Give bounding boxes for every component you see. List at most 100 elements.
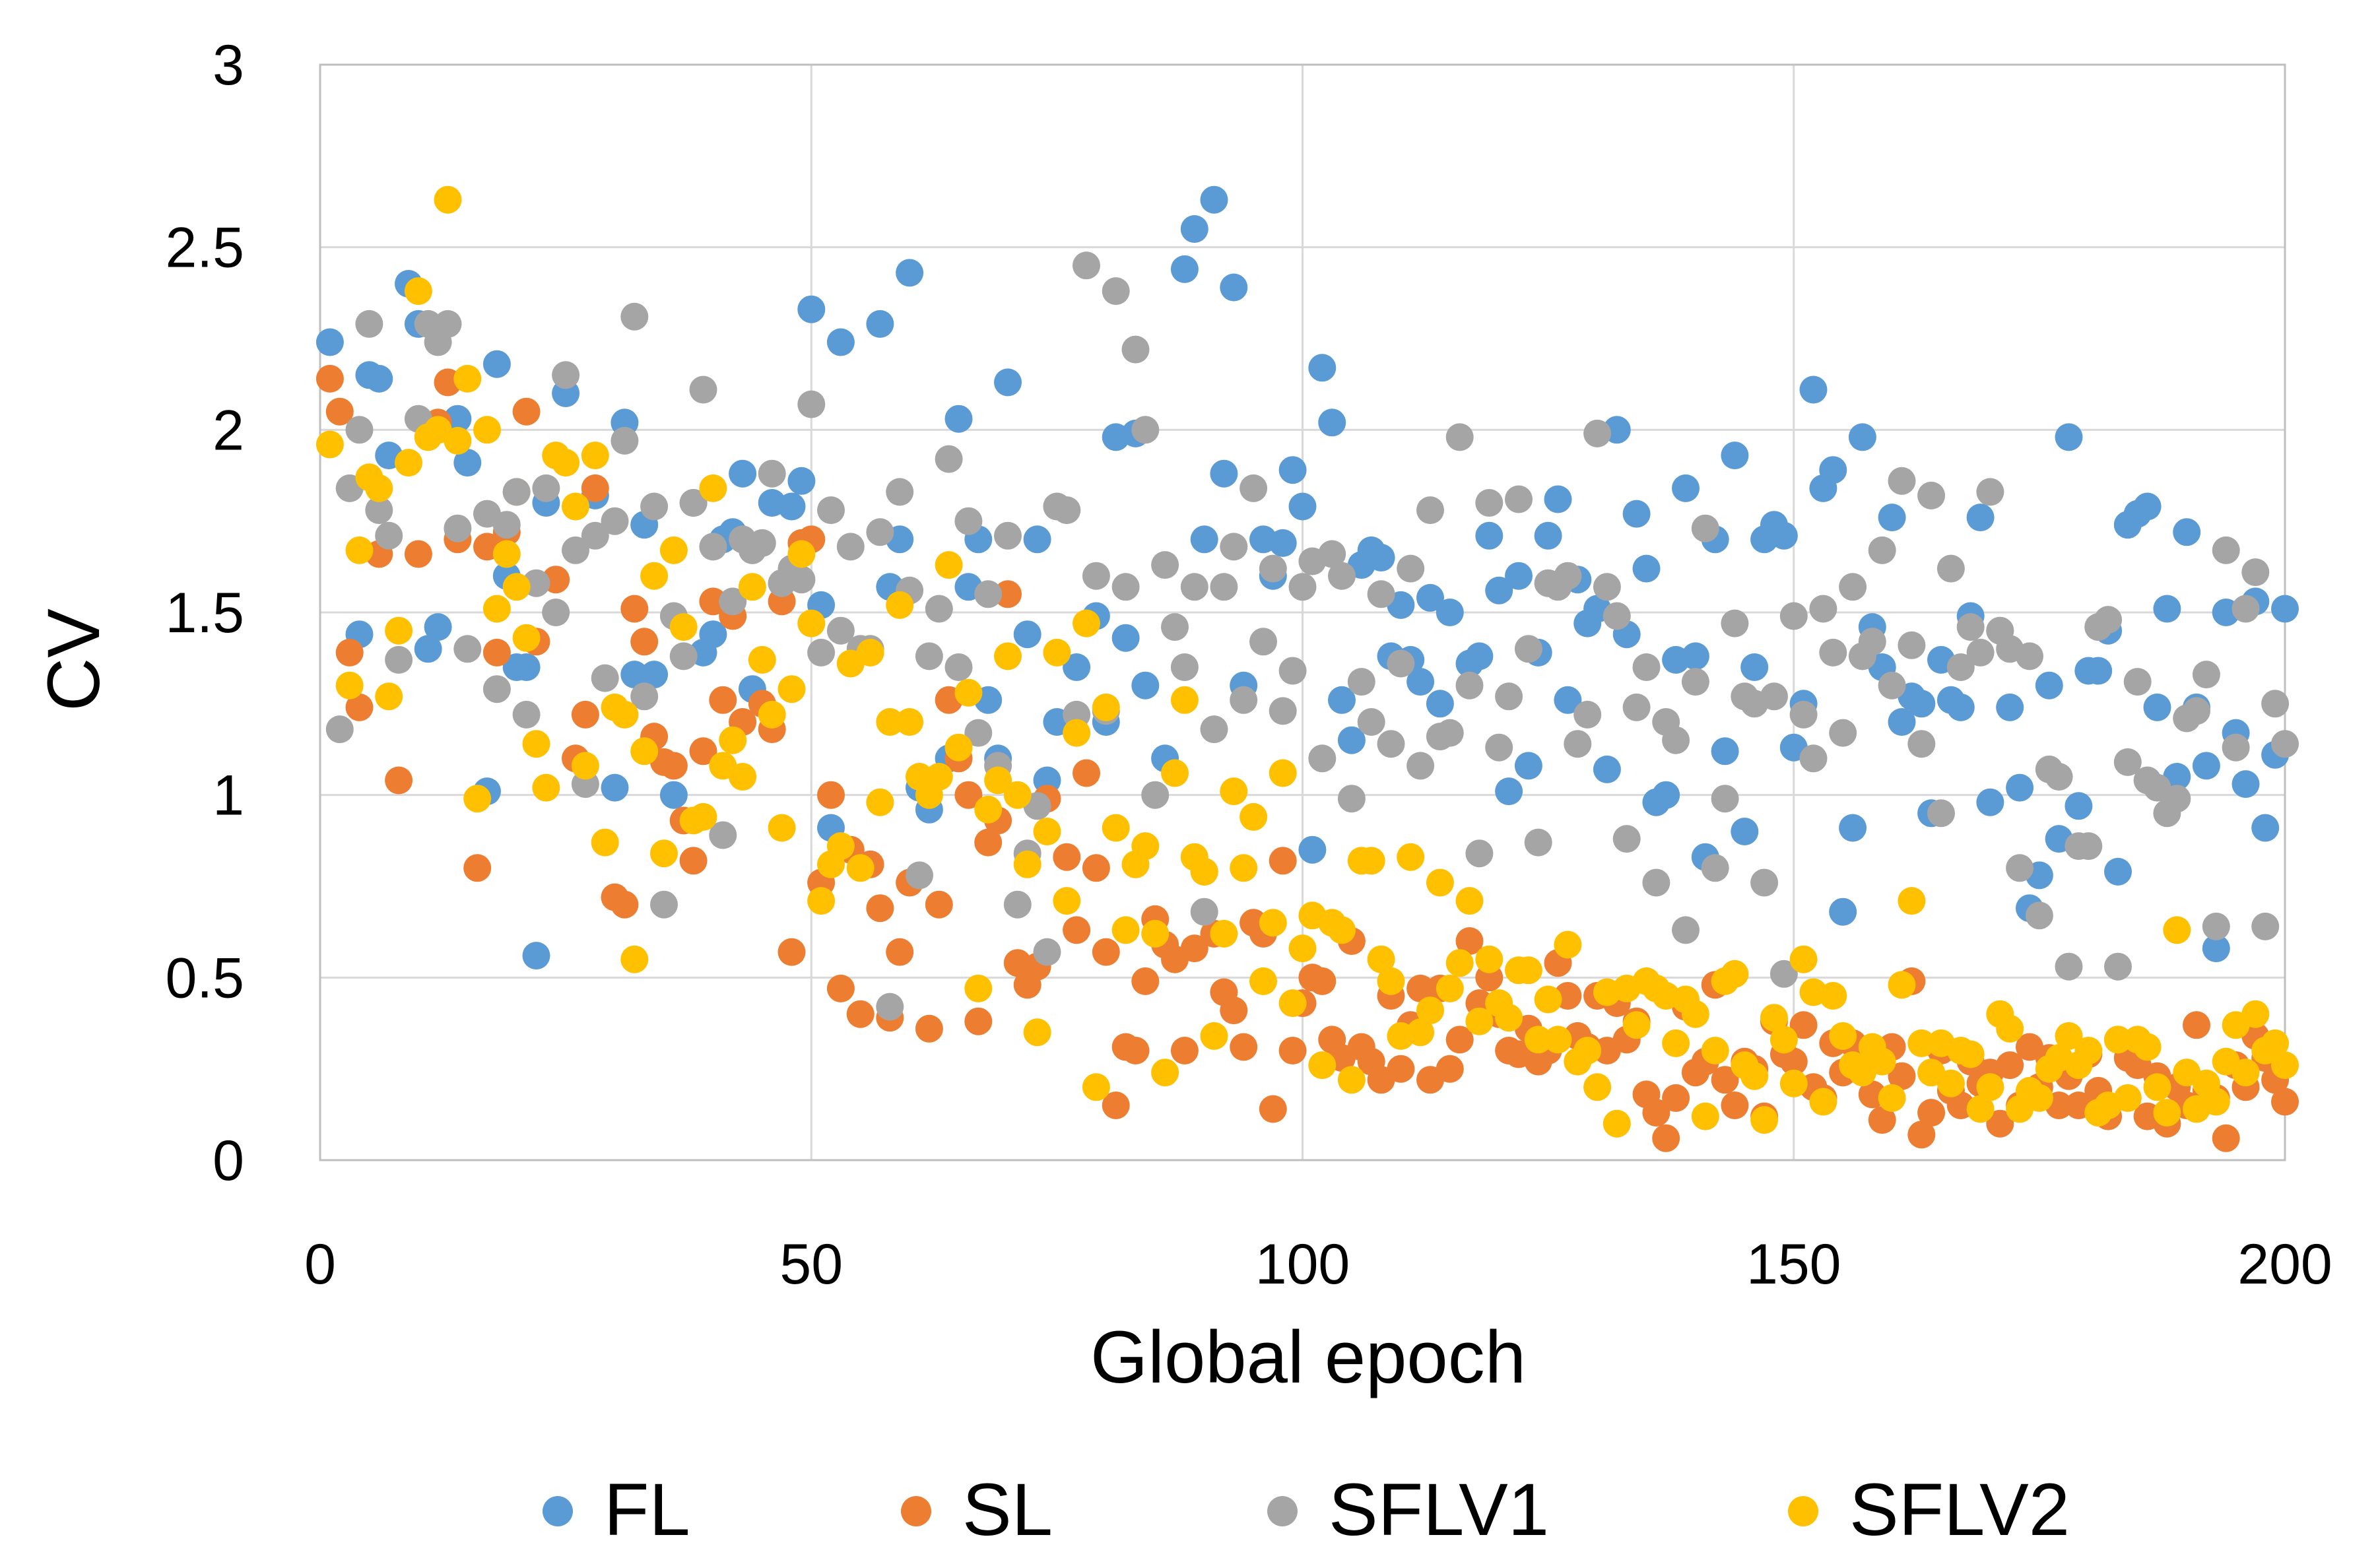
data-point-fl [1769, 521, 1798, 550]
data-point-sflv2 [1111, 916, 1140, 944]
data-point-fl [1819, 456, 1847, 484]
data-point-sflv1 [2241, 558, 2270, 587]
data-point-sflv1 [1907, 730, 1936, 758]
data-point-sflv1 [1809, 595, 1837, 623]
data-point-sflv1 [1779, 602, 1808, 630]
data-point-sflv2 [886, 591, 914, 619]
data-point-sflv1 [2183, 697, 2210, 725]
y-tick-label: 0 [213, 1129, 244, 1192]
data-point-sflv2 [1691, 1102, 1719, 1130]
data-point-fl [1328, 686, 1356, 714]
data-point-sflv1 [1691, 514, 1719, 542]
data-point-fl [797, 295, 826, 323]
data-point-fl [1878, 504, 1906, 532]
data-point-sflv1 [974, 580, 1003, 608]
data-point-sflv1 [1416, 496, 1444, 525]
data-point-fl [2251, 814, 2280, 842]
data-point-fl [1170, 255, 1199, 283]
data-point-sflv1 [355, 310, 383, 338]
data-point-sflv2 [444, 426, 472, 455]
data-point-sflv2 [777, 675, 806, 703]
data-point-sflv2 [1829, 1022, 1857, 1050]
data-point-sl [1642, 1099, 1670, 1127]
data-point-sflv1 [1249, 628, 1277, 656]
data-point-sflv1 [1131, 416, 1160, 444]
data-point-sflv1 [552, 361, 580, 389]
data-point-sflv2 [669, 613, 698, 641]
data-point-sflv2 [1966, 1095, 1995, 1123]
data-point-fl [365, 364, 393, 393]
data-point-sl [404, 540, 432, 568]
data-point-sflv1 [365, 496, 393, 525]
data-point-sl [1986, 1109, 2014, 1138]
data-point-sflv1 [385, 645, 413, 674]
data-point-sl [315, 364, 344, 393]
legend-item-sflv1: SFLV1 [1267, 1468, 1549, 1551]
data-point-sflv2 [1760, 1004, 1788, 1032]
x-tick-label: 200 [2237, 1233, 2332, 1296]
data-point-sflv1 [1377, 730, 1405, 758]
data-point-fl [1318, 408, 1346, 437]
y-axis-tick-labels: 0 0.5 1 1.5 2 2.5 3 [165, 34, 244, 1192]
data-point-sflv2 [1240, 802, 1268, 831]
data-point-sflv2 [1416, 996, 1444, 1025]
data-point-fl [2153, 595, 2181, 623]
data-point-sl [1180, 934, 1208, 963]
data-point-sflv2 [1092, 693, 1120, 721]
data-point-sflv1 [1701, 854, 1729, 882]
data-point-sl [659, 752, 688, 780]
data-point-sflv2 [640, 562, 669, 590]
data-point-sflv2 [1898, 887, 1926, 915]
data-point-fl [522, 942, 550, 970]
data-point-sflv1 [1789, 700, 1818, 729]
data-point-fl [1337, 726, 1366, 754]
data-point-sl [866, 894, 894, 923]
data-point-sl [1082, 854, 1110, 882]
data-point-sflv2 [925, 763, 953, 791]
data-point-sflv1 [1210, 573, 1238, 601]
data-point-sflv2 [1259, 909, 1287, 937]
data-point-sflv2 [994, 642, 1022, 670]
x-axis-tick-labels: 0 50 100 150 200 [304, 1233, 2332, 1296]
data-point-fl [414, 635, 442, 663]
data-point-sflv1 [2212, 536, 2240, 564]
data-point-sflv1 [1946, 653, 1975, 681]
data-point-fl [1740, 653, 1769, 681]
data-point-sflv2 [1750, 1106, 1779, 1134]
data-point-sflv1 [1888, 467, 1916, 495]
data-point-sflv2 [1288, 934, 1317, 963]
data-point-sflv2 [729, 763, 757, 791]
data-point-sflv2 [1573, 1037, 1602, 1064]
legend: FL SL SFLV1 SFLV2 [543, 1468, 2070, 1551]
data-point-sl [1779, 1047, 1808, 1076]
legend-label: FL [604, 1468, 690, 1551]
data-point-sflv2 [1151, 1059, 1179, 1087]
data-point-sflv2 [512, 624, 541, 652]
data-point-sflv1 [1347, 668, 1375, 696]
data-point-fl [2231, 770, 2260, 799]
data-point-sflv2 [1681, 1000, 1709, 1028]
data-point-sflv2 [768, 814, 796, 842]
data-point-fl [1711, 737, 1739, 766]
data-point-sflv1 [748, 529, 776, 557]
data-point-sl [1387, 1055, 1415, 1083]
data-point-sflv1 [1721, 609, 1749, 637]
legend-marker [1788, 1496, 1818, 1526]
data-point-sflv2 [1868, 1047, 1896, 1076]
data-point-sl [581, 474, 609, 502]
data-point-sl [1053, 843, 1081, 871]
data-point-sflv1 [1583, 419, 1612, 447]
data-point-sflv2 [434, 185, 462, 214]
data-point-sflv1 [611, 426, 639, 455]
data-point-sl [1436, 1055, 1464, 1083]
data-point-fl [2271, 595, 2299, 623]
data-point-sflv1 [1829, 719, 1857, 747]
data-point-sflv1 [1033, 938, 1061, 966]
data-point-sflv2 [2025, 1084, 2053, 1112]
data-point-sflv2 [1544, 1026, 1572, 1054]
data-point-fl [1721, 441, 1749, 470]
data-point-sl [974, 828, 1003, 857]
data-point-sflv1 [787, 566, 816, 594]
data-point-sl [1455, 927, 1484, 955]
data-point-sflv2 [1465, 1007, 1494, 1035]
